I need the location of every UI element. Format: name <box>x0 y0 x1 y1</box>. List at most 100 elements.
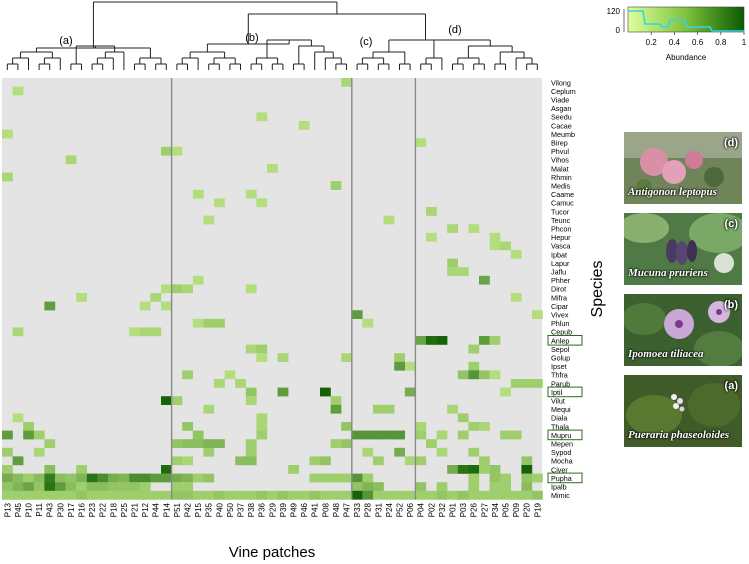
species-label: Rhmin <box>551 173 572 182</box>
heatmap-cell <box>351 430 363 440</box>
dendrogram <box>6 1 538 70</box>
heatmap-cell <box>489 473 501 483</box>
heatmap-cells <box>2 78 543 500</box>
species-label: Thfra <box>551 371 568 380</box>
species-label: Cipar <box>551 302 569 311</box>
patch-label: P42 <box>184 502 193 517</box>
heatmap-cell <box>192 189 204 199</box>
heatmap-cell <box>341 439 352 448</box>
heatmap-cell <box>12 482 24 491</box>
heatmap-cell <box>362 473 374 483</box>
heatmap-cell <box>171 284 183 294</box>
heatmap-cell <box>150 490 162 500</box>
patch-label: P09 <box>512 502 521 517</box>
heatmap-cell <box>139 301 151 311</box>
heatmap-cell <box>203 447 215 457</box>
patch-label: P12 <box>141 502 150 517</box>
heatmap-cell <box>330 473 342 483</box>
photo-panel-d: (d) Antigonon leptopus <box>624 132 742 204</box>
heatmap-cell <box>415 138 427 147</box>
cluster-separators <box>170 78 417 500</box>
heatmap-cell <box>108 482 119 491</box>
heatmap-cell <box>468 473 480 483</box>
patch-label: P33 <box>353 502 362 517</box>
heatmap-cell <box>436 336 448 345</box>
patch-label: P50 <box>226 502 235 517</box>
heatmap-cell <box>341 490 352 500</box>
heatmap-cell <box>171 482 183 491</box>
heatmap-cell <box>97 473 109 483</box>
heatmap-cell <box>33 430 45 440</box>
heatmap-cell <box>457 465 469 474</box>
patch-label: P23 <box>88 502 97 517</box>
heatmap-cell <box>351 310 363 319</box>
patch-label: P16 <box>78 502 87 517</box>
heatmap-cell <box>139 327 151 337</box>
heatmap-cell <box>150 293 162 302</box>
heatmap-cell <box>118 490 130 500</box>
heatmap-cell <box>532 310 543 319</box>
heatmap-cell <box>521 473 533 483</box>
heatmap-cell <box>192 490 204 500</box>
highlight-box <box>547 429 583 441</box>
heatmap-cell <box>373 430 384 440</box>
heatmap-cell <box>351 473 363 483</box>
cluster-label-a: (a) <box>59 35 72 47</box>
heatmap-cell <box>288 465 299 474</box>
legend-tick-label: 0.6 <box>692 38 704 47</box>
heatmap-cell <box>500 241 511 251</box>
heatmap-cell <box>500 490 511 500</box>
species-label: Camuc <box>551 199 574 208</box>
heatmap-cell <box>2 482 13 491</box>
heatmap-cell <box>12 473 24 483</box>
legend-density-tick-120: 120 <box>607 7 621 16</box>
patch-label: P22 <box>99 502 108 517</box>
species-label: Viade <box>551 96 569 105</box>
heatmap-cell <box>161 301 172 311</box>
heatmap-cell <box>161 146 172 156</box>
species-label: Thala <box>551 422 569 431</box>
heatmap-cell <box>479 465 490 474</box>
heatmap-cell <box>224 370 236 380</box>
heatmap-cell <box>12 327 24 337</box>
heatmap-cell <box>118 473 130 483</box>
species-label: Mifra <box>551 293 567 302</box>
heatmap-cell <box>500 430 511 440</box>
heatmap-cell <box>404 361 416 371</box>
heatmap-cell <box>256 353 268 362</box>
species-label: Cepub <box>551 328 572 337</box>
heatmap-cell <box>245 284 257 294</box>
heatmap-cell <box>415 482 427 491</box>
heatmap-cell <box>351 490 363 500</box>
species-label: Iptil <box>551 388 563 397</box>
heatmap-cell <box>468 344 480 354</box>
patch-label: P27 <box>480 502 489 517</box>
heatmap-cell <box>76 465 87 474</box>
heatmap-cell <box>383 215 395 225</box>
patch-label: P08 <box>321 502 330 517</box>
photo-letter-d: (d) <box>723 137 738 149</box>
heatmap-cell <box>309 456 321 466</box>
heatmap-cell <box>2 172 13 182</box>
heatmap-cell <box>2 447 13 457</box>
heatmap-cell <box>65 473 77 483</box>
heatmap-cell <box>245 387 257 397</box>
heatmap-cell <box>245 189 257 199</box>
heatmap-cell <box>76 473 87 483</box>
patch-label: P14 <box>162 502 171 517</box>
heatmap-cell <box>383 430 395 440</box>
heatmap-cell <box>404 490 416 500</box>
heatmap-cell <box>415 336 427 345</box>
heatmap-cell <box>214 379 225 388</box>
heatmap-background <box>2 78 542 500</box>
heatmap-cell <box>489 370 501 380</box>
heatmap-cell <box>2 430 13 440</box>
heatmap-cell <box>521 379 533 388</box>
heatmap-cell <box>86 473 98 483</box>
patch-label: P15 <box>194 502 203 517</box>
heatmap-cell <box>426 490 437 500</box>
heatmap-cell <box>171 456 183 466</box>
species-label: Dirot <box>551 285 566 294</box>
heatmap-cell <box>161 284 172 294</box>
photo-mucuna-pruriens <box>624 213 742 285</box>
